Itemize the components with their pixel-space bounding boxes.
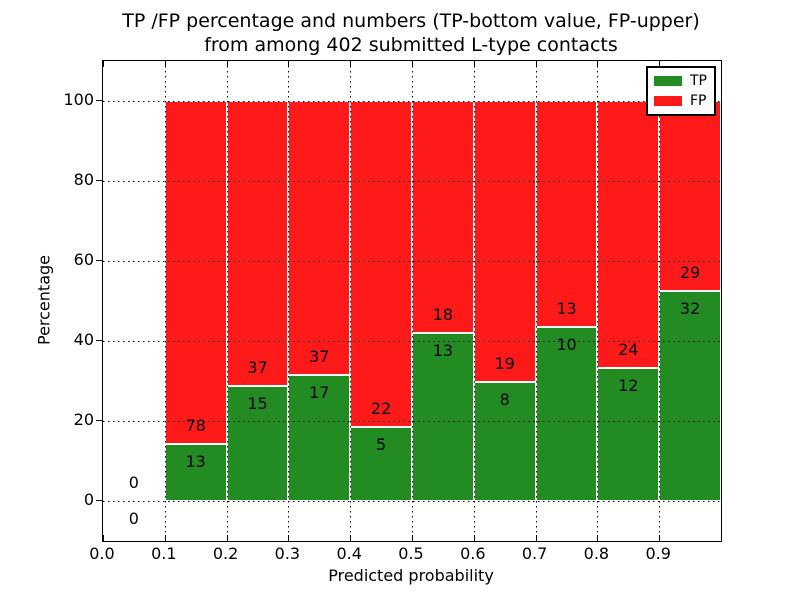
- bar-tp: [535, 327, 598, 501]
- x-tick-label: 0.3: [274, 544, 301, 563]
- y-tick-mark: [96, 100, 102, 101]
- x-tick-mark-bottom: [103, 535, 104, 541]
- bar-value-fp: 18: [432, 305, 454, 325]
- y-tick-label: 60: [73, 250, 94, 269]
- bar-value-tp: 13: [185, 451, 206, 471]
- bar-value-tp: 0: [128, 509, 139, 528]
- bar-tp: [164, 443, 227, 501]
- x-tick-mark-top: [659, 61, 661, 67]
- x-tick-label: 0.4: [336, 544, 362, 563]
- bar-value-tp: 13: [432, 341, 454, 361]
- bar-value-tp: 5: [376, 434, 387, 454]
- x-tick-mark-bottom: [288, 535, 290, 541]
- bar-fp: [412, 101, 474, 334]
- x-tick-mark-top: [103, 61, 104, 67]
- bar-tp: [473, 382, 536, 501]
- x-tick-label: 0.2: [212, 544, 239, 563]
- bar-value-tp: 12: [618, 375, 639, 395]
- bar-value-tp: 17: [309, 383, 330, 403]
- gridline-vertical: [473, 61, 475, 541]
- chart-title: TP /FP percentage and numbers (TP-bottom…: [102, 9, 720, 57]
- gridline-vertical: [535, 61, 537, 541]
- x-tick-mark-top: [350, 61, 352, 67]
- bar-value-fp: 29: [679, 263, 701, 283]
- x-tick-mark-bottom: [412, 535, 413, 541]
- x-tick-mark-bottom: [350, 535, 352, 541]
- bar-fp: [288, 101, 351, 376]
- legend-entry: FP: [654, 94, 708, 108]
- bar-tp: [350, 426, 412, 501]
- y-tick-mark: [96, 420, 102, 421]
- bar-value-tp: 10: [556, 335, 577, 355]
- bar-fp: [535, 101, 598, 328]
- legend: TP FP: [646, 66, 716, 116]
- x-tick-mark-top: [473, 61, 475, 67]
- bar-fp: [659, 101, 721, 292]
- gridline-vertical: [226, 61, 228, 541]
- x-tick-mark-top: [597, 61, 599, 67]
- x-tick-mark-top: [288, 61, 290, 67]
- bar-value-tp: 8: [499, 390, 510, 410]
- x-tick-mark-bottom: [226, 535, 228, 541]
- bar-fp: [597, 101, 660, 368]
- chart-title-line2: from among 402 submitted L-type contacts: [204, 34, 618, 56]
- x-tick-mark-top: [535, 61, 537, 67]
- bar-fp: [164, 101, 227, 444]
- bar-value-fp: 24: [618, 339, 639, 359]
- gridline-vertical: [597, 61, 599, 541]
- legend-entry: TP: [654, 74, 708, 88]
- x-tick-label: 0.8: [583, 544, 610, 563]
- bar-value-fp: 37: [309, 347, 330, 367]
- legend-label: TP: [690, 73, 707, 89]
- y-tick-mark: [96, 500, 102, 501]
- bar-value-fp: 19: [494, 354, 515, 374]
- y-tick-label: 40: [73, 330, 94, 349]
- x-tick-mark-bottom: [659, 535, 661, 541]
- bar-value-fp: 22: [370, 398, 392, 418]
- y-tick-mark: [96, 180, 102, 181]
- y-tick-mark: [96, 260, 102, 261]
- x-tick-mark-bottom: [164, 535, 166, 541]
- x-tick-label: 0.1: [151, 544, 177, 563]
- x-tick-mark-top: [226, 61, 228, 67]
- y-tick-mark: [96, 340, 102, 341]
- gridline-vertical: [164, 61, 166, 541]
- x-tick-label: 0.9: [645, 544, 671, 563]
- bar-value-fp: 13: [556, 299, 577, 319]
- legend-swatch-fp: [654, 96, 682, 106]
- x-tick-mark-bottom: [597, 535, 599, 541]
- plot-area: 0 0 78 13 37 15 37 17 22 5 18 13 19 8 13 10 24 12 29 32: [102, 60, 722, 542]
- x-tick-mark-bottom: [473, 535, 475, 541]
- x-tick-mark-top: [412, 61, 413, 67]
- bar-value-fp: 37: [247, 357, 268, 377]
- bar-value-fp: 0: [128, 473, 139, 492]
- gridline-vertical: [350, 61, 352, 541]
- gridline-vertical: [412, 61, 413, 541]
- x-tick-label: 0.6: [460, 544, 486, 563]
- bar-fp: [226, 101, 289, 386]
- y-tick-label: 80: [73, 170, 94, 189]
- y-tick-label: 0: [83, 490, 94, 509]
- gridline-vertical: [288, 61, 290, 541]
- x-tick-mark-bottom: [535, 535, 537, 541]
- y-tick-label: 20: [73, 410, 94, 429]
- chart-title-line1: TP /FP percentage and numbers (TP-bottom…: [122, 10, 700, 32]
- x-tick-label: 0.0: [89, 544, 115, 563]
- gridline-vertical: [659, 61, 661, 541]
- y-tick-label: 100: [63, 90, 94, 109]
- bar-fp: [350, 101, 412, 427]
- bar-value-tp: 32: [679, 299, 701, 319]
- legend-label: FP: [690, 93, 707, 109]
- bar-value-tp: 15: [247, 393, 268, 413]
- x-tick-label: 0.7: [521, 544, 548, 563]
- legend-swatch-tp: [654, 76, 682, 86]
- x-axis-label: Predicted probability: [328, 566, 494, 585]
- bar-value-fp: 78: [185, 415, 206, 435]
- x-tick-label: 0.5: [398, 544, 424, 563]
- x-tick-mark-top: [164, 61, 166, 67]
- bar-tp: [226, 385, 289, 501]
- bar-tp: [659, 291, 721, 501]
